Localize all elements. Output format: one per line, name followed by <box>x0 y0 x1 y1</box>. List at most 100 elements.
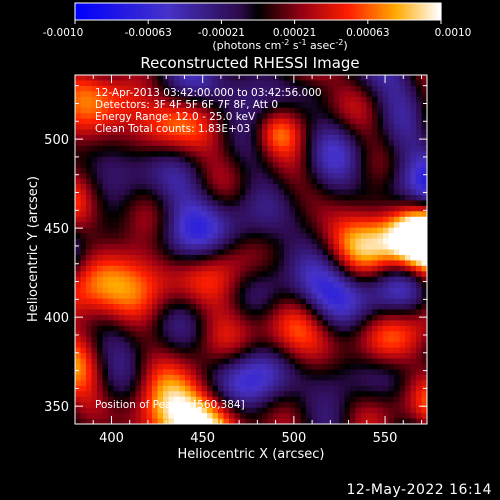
heatmap-cell <box>212 118 219 125</box>
heatmap-cell <box>311 347 318 354</box>
heatmap-cell <box>119 369 125 376</box>
heatmap-cell <box>421 85 428 92</box>
heatmap-cell <box>80 265 87 272</box>
heatmap-cell <box>262 238 268 245</box>
heatmap-cell <box>86 396 92 403</box>
heatmap-cell <box>262 118 268 125</box>
heatmap-cell <box>190 396 197 403</box>
heatmap-cell <box>328 80 334 87</box>
heatmap-cell <box>146 364 153 370</box>
heatmap-cell <box>355 140 362 147</box>
heatmap-cell <box>157 173 164 180</box>
heatmap-cell <box>306 320 312 327</box>
heatmap-cell <box>75 178 81 185</box>
heatmap-cell <box>201 140 208 147</box>
colorbar-swatch <box>142 3 146 20</box>
colorbar-frame <box>74 2 442 21</box>
heatmap-cell <box>130 216 136 223</box>
heatmap-cell <box>311 91 318 98</box>
heatmap-cell <box>196 249 202 256</box>
heatmap-cell <box>201 129 208 136</box>
heatmap-cell <box>377 364 384 370</box>
heatmap-cell <box>190 113 197 120</box>
heatmap-cell <box>372 184 378 191</box>
heatmap-cell <box>240 271 246 278</box>
heatmap-cell <box>234 156 241 163</box>
heatmap-cell <box>267 205 274 212</box>
heatmap-cell <box>410 205 417 212</box>
heatmap-cell <box>377 298 384 305</box>
heatmap-cell <box>119 331 125 338</box>
heatmap-cell <box>201 118 208 125</box>
heatmap-cell <box>284 91 290 98</box>
heatmap-cell <box>388 364 395 370</box>
heatmap-cell <box>91 325 98 332</box>
heatmap-cell <box>399 167 406 174</box>
heatmap-cell <box>289 304 296 310</box>
heatmap-cell <box>223 200 230 207</box>
heatmap-cell <box>311 287 318 294</box>
heatmap-cell <box>141 151 147 158</box>
heatmap-cell <box>152 402 158 409</box>
heatmap-cell <box>306 91 312 98</box>
heatmap-cell <box>240 374 246 381</box>
heatmap-cell <box>344 342 351 349</box>
heatmap-cell <box>284 374 290 381</box>
heatmap-cell <box>267 298 274 305</box>
heatmap-cell <box>218 353 224 360</box>
heatmap-cell <box>157 167 164 174</box>
heatmap-cell <box>377 385 384 392</box>
heatmap-cell <box>185 124 191 131</box>
heatmap-cell <box>416 271 422 278</box>
heatmap-cell <box>267 347 274 354</box>
heatmap-cell <box>240 244 246 250</box>
heatmap-cell <box>152 396 158 403</box>
heatmap-cell <box>333 222 340 229</box>
heatmap-cell <box>267 200 274 207</box>
heatmap-cell <box>410 173 417 180</box>
heatmap-cell <box>399 129 406 136</box>
heatmap-cell <box>289 249 296 256</box>
heatmap-cell <box>245 96 252 103</box>
heatmap-cell <box>102 75 109 81</box>
heatmap-cell <box>240 369 246 376</box>
heatmap-cell <box>278 391 285 398</box>
heatmap-cell <box>152 75 158 81</box>
heatmap-cell <box>322 418 329 425</box>
heatmap-cell <box>91 347 98 354</box>
heatmap-cell <box>262 407 268 414</box>
heatmap-cell <box>91 407 98 414</box>
heatmap-cell <box>168 298 175 305</box>
heatmap-cell <box>399 254 406 261</box>
heatmap-cell <box>130 249 136 256</box>
heatmap-cell <box>366 134 373 141</box>
heatmap-cell <box>339 260 345 267</box>
heatmap-cell <box>119 364 125 370</box>
heatmap-cell <box>108 396 114 403</box>
heatmap-cell <box>223 156 230 163</box>
heatmap-cell <box>399 391 406 398</box>
heatmap-cell <box>333 167 340 174</box>
heatmap-cell <box>190 314 197 321</box>
heatmap-cell <box>135 145 142 152</box>
heatmap-cell <box>97 184 103 191</box>
heatmap-cell <box>201 184 208 191</box>
heatmap-cell <box>383 227 389 234</box>
heatmap-cell <box>124 238 131 245</box>
heatmap-cell <box>179 271 186 278</box>
heatmap-cell <box>262 102 268 109</box>
heatmap-cell <box>262 342 268 349</box>
heatmap-cell <box>394 222 400 229</box>
heatmap-cell <box>196 134 202 141</box>
heatmap-cell <box>366 369 373 376</box>
heatmap-cell <box>86 200 92 207</box>
heatmap-cell <box>135 276 142 283</box>
heatmap-cell <box>86 374 92 381</box>
heatmap-cell <box>75 184 81 191</box>
heatmap-cell <box>256 227 263 234</box>
heatmap-cell <box>416 418 422 425</box>
heatmap-cell <box>421 293 428 300</box>
heatmap-cell <box>416 211 422 218</box>
heatmap-cell <box>223 227 230 234</box>
heatmap-cell <box>317 374 323 381</box>
